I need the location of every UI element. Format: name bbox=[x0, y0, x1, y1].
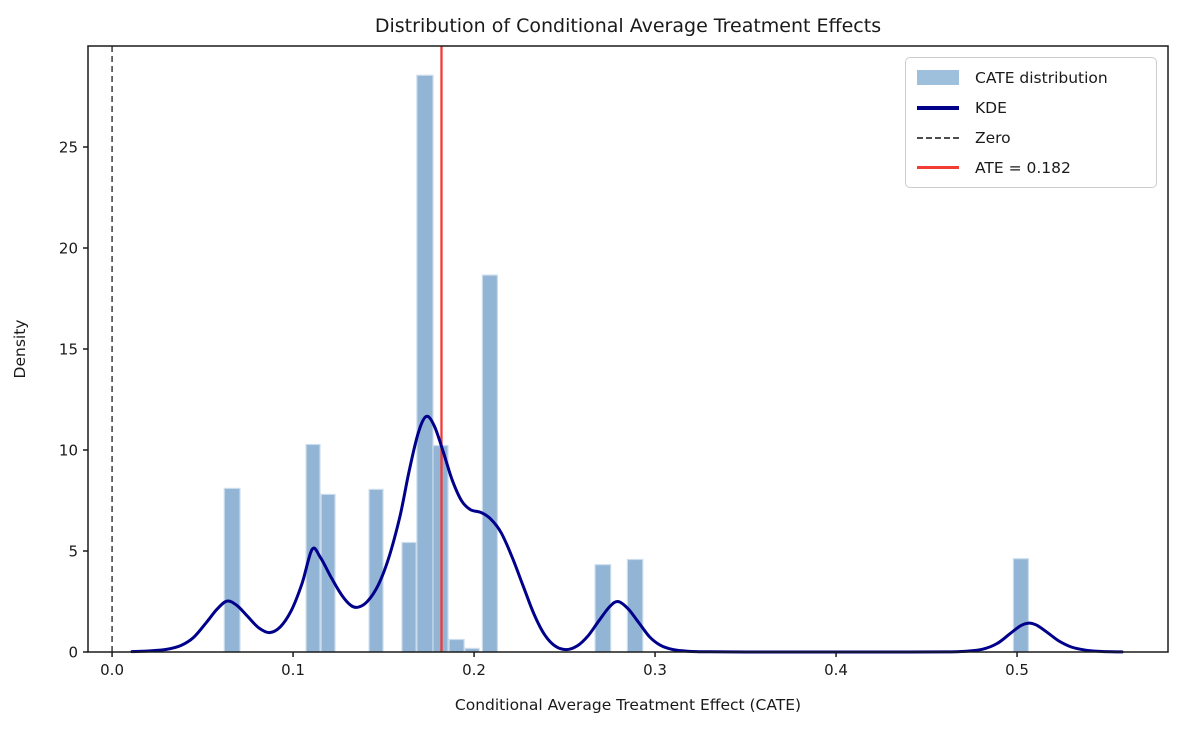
histogram-bar bbox=[481, 274, 498, 653]
ate-line-swatch-icon bbox=[917, 166, 959, 169]
legend-label: CATE distribution bbox=[975, 68, 1108, 87]
histogram-bar bbox=[626, 558, 644, 653]
y-tick-label: 5 bbox=[68, 543, 78, 561]
chart-title: Distribution of Conditional Average Trea… bbox=[375, 15, 881, 37]
legend-label: KDE bbox=[975, 98, 1007, 117]
histogram-bars-layer bbox=[223, 74, 1030, 653]
kde-line-swatch-icon bbox=[917, 105, 959, 110]
x-tick-label: 0.4 bbox=[824, 661, 848, 679]
axes-layer: 0.0 0.1 0.2 0.3 0.4 0.5 0 5 10 15 20 25 bbox=[59, 45, 1169, 679]
y-tick-label: 0 bbox=[68, 644, 78, 662]
x-tick-label: 0.1 bbox=[281, 661, 305, 679]
y-axis-label: Density bbox=[11, 320, 29, 379]
kde-curve bbox=[130, 414, 1124, 654]
legend-entry-kde: KDE bbox=[917, 97, 1145, 118]
x-tick-label: 0.5 bbox=[1005, 661, 1029, 679]
y-tick-label: 25 bbox=[59, 139, 78, 157]
reference-lines-layer bbox=[111, 46, 443, 652]
legend-entry-cate-distribution: CATE distribution bbox=[917, 67, 1145, 88]
histogram-bar bbox=[416, 74, 434, 653]
legend-label: Zero bbox=[975, 128, 1011, 147]
legend-entry-zero: Zero bbox=[917, 127, 1145, 148]
y-tick-label: 20 bbox=[59, 240, 78, 258]
legend: CATE distribution KDE Zero ATE = 0.182 bbox=[905, 57, 1157, 188]
y-tick-label: 10 bbox=[59, 442, 78, 460]
histogram-bar bbox=[223, 487, 241, 653]
legend-entry-ate: ATE = 0.182 bbox=[917, 157, 1145, 178]
histogram-bar bbox=[368, 488, 384, 653]
kde-curve-layer bbox=[130, 414, 1124, 654]
legend-label: ATE = 0.182 bbox=[975, 158, 1071, 177]
histogram-bar bbox=[401, 541, 417, 653]
y-tick-label: 15 bbox=[59, 341, 78, 359]
x-axis-label: Conditional Average Treatment Effect (CA… bbox=[455, 696, 801, 714]
x-tick-label: 0.0 bbox=[100, 661, 124, 679]
x-tick-label: 0.3 bbox=[643, 661, 667, 679]
histogram-bar bbox=[1012, 558, 1030, 653]
histogram-swatch-icon bbox=[917, 70, 959, 85]
histogram-bar bbox=[448, 638, 465, 653]
zero-dashed-swatch-icon bbox=[917, 136, 959, 139]
x-tick-label: 0.2 bbox=[462, 661, 486, 679]
